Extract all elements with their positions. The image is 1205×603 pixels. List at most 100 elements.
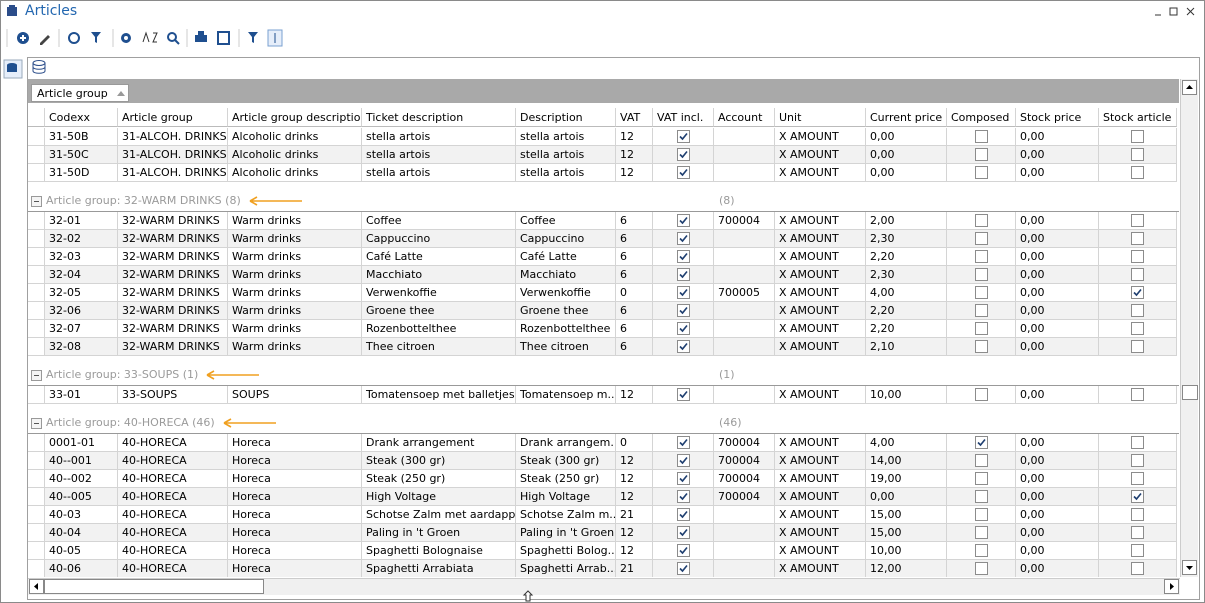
checkbox[interactable]	[1131, 436, 1144, 449]
checkbox[interactable]	[975, 436, 988, 449]
checkbox[interactable]	[677, 454, 690, 467]
checkbox[interactable]	[1131, 454, 1144, 467]
row-indicator	[28, 386, 45, 404]
checkbox[interactable]	[975, 454, 988, 467]
group-count: (46)	[719, 416, 742, 429]
checkbox[interactable]	[677, 322, 690, 335]
cell: 32-02	[45, 230, 118, 248]
row-indicator	[28, 506, 45, 524]
checkbox[interactable]	[677, 286, 690, 299]
checkbox[interactable]	[677, 148, 690, 161]
checkbox[interactable]	[677, 526, 690, 539]
checkbox[interactable]	[975, 562, 988, 575]
cell: 14,00	[866, 452, 947, 470]
checkbox[interactable]	[677, 130, 690, 143]
group-toggle[interactable]	[31, 418, 42, 429]
side-panel-icon[interactable]	[3, 59, 23, 79]
checkbox[interactable]	[1131, 268, 1144, 281]
checkbox-cell	[1099, 470, 1177, 488]
checkbox[interactable]	[1131, 214, 1144, 227]
checkbox[interactable]	[975, 322, 988, 335]
cell: stella artois	[516, 146, 616, 164]
cell: 0,00	[1016, 284, 1099, 302]
checkbox[interactable]	[677, 304, 690, 317]
checkbox-cell	[653, 542, 714, 560]
checkbox[interactable]	[677, 472, 690, 485]
checkbox[interactable]	[975, 148, 988, 161]
checkbox[interactable]	[1131, 304, 1144, 317]
resize-grip[interactable]	[522, 590, 534, 602]
checkbox[interactable]	[1131, 526, 1144, 539]
checkbox[interactable]	[975, 268, 988, 281]
checkbox[interactable]	[677, 508, 690, 521]
checkbox-cell	[947, 320, 1016, 338]
cell: Schotse Zalm met aardapp...	[362, 506, 516, 524]
checkbox[interactable]	[975, 250, 988, 263]
column-header: VAT incl.	[653, 108, 714, 127]
checkbox-cell	[1099, 164, 1177, 182]
v-scrollbar[interactable]	[1180, 79, 1198, 577]
checkbox[interactable]	[975, 232, 988, 245]
cell: 0,00	[866, 146, 947, 164]
checkbox[interactable]	[677, 268, 690, 281]
checkbox[interactable]	[1131, 508, 1144, 521]
checkbox[interactable]	[1131, 250, 1144, 263]
checkbox[interactable]	[677, 340, 690, 353]
cell: 40-HORECA	[118, 524, 228, 542]
checkbox[interactable]	[677, 166, 690, 179]
checkbox[interactable]	[1131, 130, 1144, 143]
checkbox[interactable]	[677, 436, 690, 449]
checkbox[interactable]	[1131, 472, 1144, 485]
checkbox[interactable]	[677, 562, 690, 575]
cell: Paling in 't Groen	[516, 524, 616, 542]
checkbox[interactable]	[975, 388, 988, 401]
checkbox[interactable]	[975, 166, 988, 179]
checkbox[interactable]	[1131, 148, 1144, 161]
checkbox[interactable]	[975, 214, 988, 227]
cell: Alcoholic drinks	[228, 146, 362, 164]
checkbox[interactable]	[975, 304, 988, 317]
cell: X AMOUNT	[775, 128, 866, 146]
cell: 31-ALCOH. DRINKS	[118, 164, 228, 182]
checkbox[interactable]	[975, 508, 988, 521]
checkbox[interactable]	[1131, 286, 1144, 299]
checkbox[interactable]	[975, 526, 988, 539]
checkbox[interactable]	[677, 250, 690, 263]
group-toggle[interactable]	[31, 196, 42, 207]
toolbar[interactable]	[5, 27, 295, 49]
checkbox[interactable]	[677, 388, 690, 401]
checkbox[interactable]	[1131, 388, 1144, 401]
group-count: (8)	[719, 194, 735, 207]
checkbox[interactable]	[975, 544, 988, 557]
cell	[714, 524, 775, 542]
checkbox[interactable]	[975, 340, 988, 353]
cell: X AMOUNT	[775, 146, 866, 164]
checkbox[interactable]	[677, 232, 690, 245]
cell: stella artois	[516, 128, 616, 146]
window-controls[interactable]	[1151, 5, 1201, 19]
checkbox-cell	[1099, 524, 1177, 542]
checkbox[interactable]	[1131, 166, 1144, 179]
group-by-chip[interactable]: Article group	[31, 84, 129, 102]
checkbox[interactable]	[975, 130, 988, 143]
checkbox[interactable]	[1131, 562, 1144, 575]
cell: Warm drinks	[228, 284, 362, 302]
cell: Alcoholic drinks	[228, 164, 362, 182]
checkbox[interactable]	[1131, 322, 1144, 335]
group-toggle[interactable]	[31, 370, 42, 381]
checkbox[interactable]	[1131, 490, 1144, 503]
checkbox[interactable]	[975, 490, 988, 503]
h-scrollbar[interactable]	[28, 578, 1180, 595]
checkbox[interactable]	[677, 544, 690, 557]
checkbox[interactable]	[1131, 544, 1144, 557]
checkbox[interactable]	[1131, 340, 1144, 353]
checkbox-cell	[1099, 434, 1177, 452]
checkbox[interactable]	[677, 214, 690, 227]
checkbox-cell	[653, 488, 714, 506]
cell: X AMOUNT	[775, 524, 866, 542]
cell: Spaghetti Arrabiata	[362, 560, 516, 577]
checkbox[interactable]	[975, 286, 988, 299]
checkbox[interactable]	[1131, 232, 1144, 245]
checkbox[interactable]	[975, 472, 988, 485]
checkbox[interactable]	[677, 490, 690, 503]
